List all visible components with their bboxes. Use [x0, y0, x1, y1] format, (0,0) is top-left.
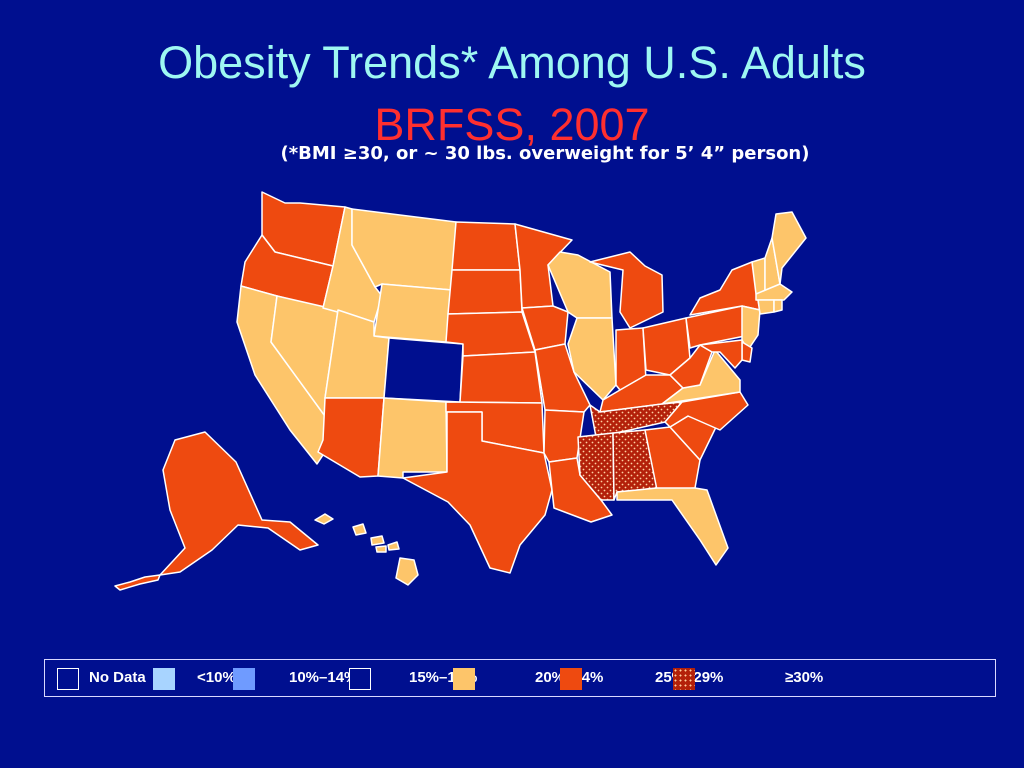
legend-label: ≥30%	[785, 669, 824, 686]
legend-swatch	[673, 668, 695, 690]
state-MI	[589, 251, 664, 329]
legend-label: <10%	[197, 669, 236, 686]
legend-label: 10%–14%	[289, 669, 358, 686]
state-SD	[447, 269, 523, 315]
bmi-footnote: (*BMI ≥30, or ~ 30 lbs. overweight for 5…	[280, 143, 810, 164]
legend-swatch	[349, 668, 371, 690]
legend-label: No Data	[89, 669, 146, 686]
state-AZ	[317, 397, 385, 478]
state-TX	[402, 411, 553, 574]
state-KS	[459, 351, 543, 404]
state-NM	[377, 397, 448, 479]
state-LA	[548, 457, 613, 523]
state-NC	[664, 391, 749, 431]
state-GA	[644, 426, 701, 491]
page-title: Obesity Trends* Among U.S. Adults	[158, 37, 866, 88]
legend-swatch	[560, 668, 582, 690]
page-subtitle: BRFSS, 2007	[374, 99, 650, 150]
legend-swatch	[153, 668, 175, 690]
state-CO	[383, 337, 464, 403]
legend: No Data<10%10%–14%15%–19%20%–24%25%–29%≥…	[44, 659, 996, 697]
state-MD	[699, 339, 743, 369]
state-MS	[577, 432, 615, 501]
state-MA	[755, 283, 793, 301]
state-IA	[521, 305, 569, 351]
state-AK-islands	[114, 574, 161, 591]
state-AR	[543, 409, 585, 463]
state-WY	[373, 283, 453, 343]
state-RI	[773, 299, 783, 313]
legend-swatch	[57, 668, 79, 690]
state-AK	[159, 431, 319, 576]
state-CT	[757, 299, 775, 315]
state-HI	[314, 513, 419, 586]
state-NJ	[741, 305, 761, 351]
state-FL	[616, 487, 729, 566]
legend-swatch	[453, 668, 475, 690]
legend-swatch	[233, 668, 255, 690]
state-ND	[451, 221, 521, 271]
